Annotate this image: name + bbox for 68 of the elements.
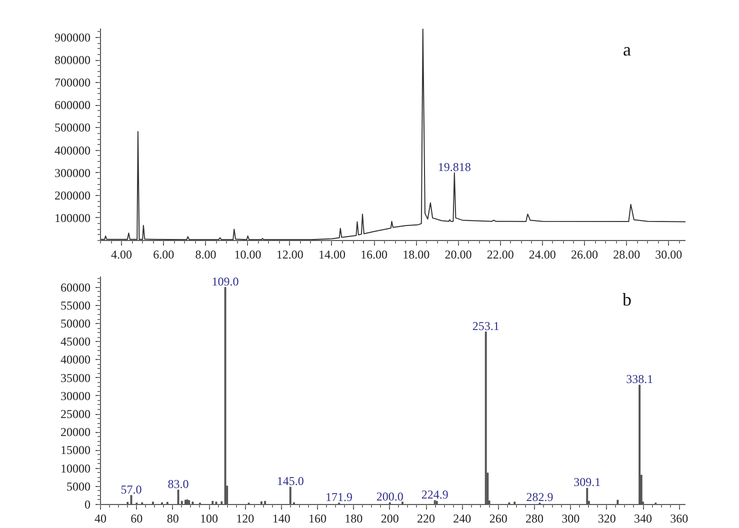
- y-tick-label: 500000: [54, 120, 90, 135]
- x-tick-label: 14.00: [318, 248, 346, 262]
- x-tick-label: 24.00: [528, 248, 556, 262]
- annotation: 57.0: [120, 482, 142, 496]
- x-tick-label: 160: [308, 512, 326, 526]
- y-tick-label: 20000: [60, 425, 90, 440]
- y-tick-label: 25000: [60, 407, 90, 422]
- x-tick-label: 260: [489, 512, 508, 526]
- y-tick-label: 200000: [54, 188, 90, 202]
- y-tick-label: 40000: [60, 352, 90, 367]
- annotation: 253.1: [472, 318, 500, 333]
- y-tick-label: 10000: [60, 461, 90, 476]
- x-tick-label: 120: [236, 512, 254, 526]
- annotation: 145.0: [276, 474, 304, 488]
- y-tick-label: 15000: [60, 443, 90, 458]
- x-tick-label: 320: [598, 512, 616, 526]
- x-tick-label: 240: [453, 512, 472, 526]
- annotation: 83.0: [168, 477, 189, 492]
- y-tick-label: 35000: [60, 370, 90, 385]
- x-tick-label: 22.00: [486, 248, 514, 262]
- x-tick-label: 40: [94, 512, 106, 526]
- x-tick-label: 8.00: [195, 248, 216, 262]
- y-tick-label: 30000: [60, 388, 90, 403]
- y-tick-label: 5000: [66, 479, 90, 494]
- x-tick-label: 18.00: [402, 248, 430, 262]
- annotation: 282.9: [526, 490, 554, 504]
- x-tick-label: 60: [130, 512, 143, 526]
- annotation: a: [623, 40, 632, 60]
- annotation: 309.1: [574, 475, 601, 490]
- annotation: b: [622, 289, 632, 310]
- x-tick-label: 20.00: [444, 248, 472, 262]
- y-tick-label: 0: [84, 498, 90, 512]
- x-tick-label: 180: [344, 512, 363, 526]
- annotation: 338.1: [626, 372, 654, 386]
- x-tick-label: 12.00: [276, 248, 304, 262]
- y-tick-label: 400000: [54, 143, 90, 158]
- x-tick-label: 28.00: [613, 248, 640, 262]
- annotation: 171.9: [326, 490, 353, 504]
- y-tick-label: 800000: [54, 53, 90, 68]
- y-tick-label: 300000: [54, 166, 90, 180]
- x-tick-label: 6.00: [153, 248, 174, 262]
- x-tick-label: 10.00: [234, 248, 262, 262]
- y-tick-label: 55000: [60, 298, 90, 312]
- y-tick-label: 60000: [60, 280, 90, 294]
- annotation: 109.0: [212, 274, 239, 288]
- y-tick-label: 600000: [54, 98, 90, 112]
- x-tick-label: 100: [200, 512, 218, 526]
- x-tick-label: 4.00: [111, 248, 132, 262]
- x-tick-label: 30.00: [655, 248, 682, 262]
- x-tick-label: 80: [166, 512, 179, 526]
- x-tick-label: 200: [380, 512, 399, 526]
- x-tick-label: 140: [272, 512, 290, 526]
- x-tick-label: 360: [670, 512, 688, 526]
- x-tick-label: 16.00: [360, 248, 388, 262]
- x-tick-label: 300: [562, 512, 580, 526]
- x-tick-label: 340: [634, 512, 652, 526]
- x-tick-label: 220: [417, 512, 435, 526]
- y-tick-label: 900000: [54, 30, 90, 45]
- x-tick-label: 280: [526, 512, 544, 526]
- line-series: [100, 28, 686, 240]
- annotation: 200.0: [376, 490, 404, 504]
- x-tick-label: 26.00: [570, 248, 598, 262]
- y-tick-label: 45000: [60, 334, 90, 349]
- annotation: 224.9: [421, 488, 448, 502]
- y-tick-label: 50000: [60, 316, 90, 331]
- annotation: 19.818: [438, 160, 471, 174]
- y-tick-label: 100000: [54, 210, 90, 225]
- y-tick-label: 700000: [54, 76, 90, 90]
